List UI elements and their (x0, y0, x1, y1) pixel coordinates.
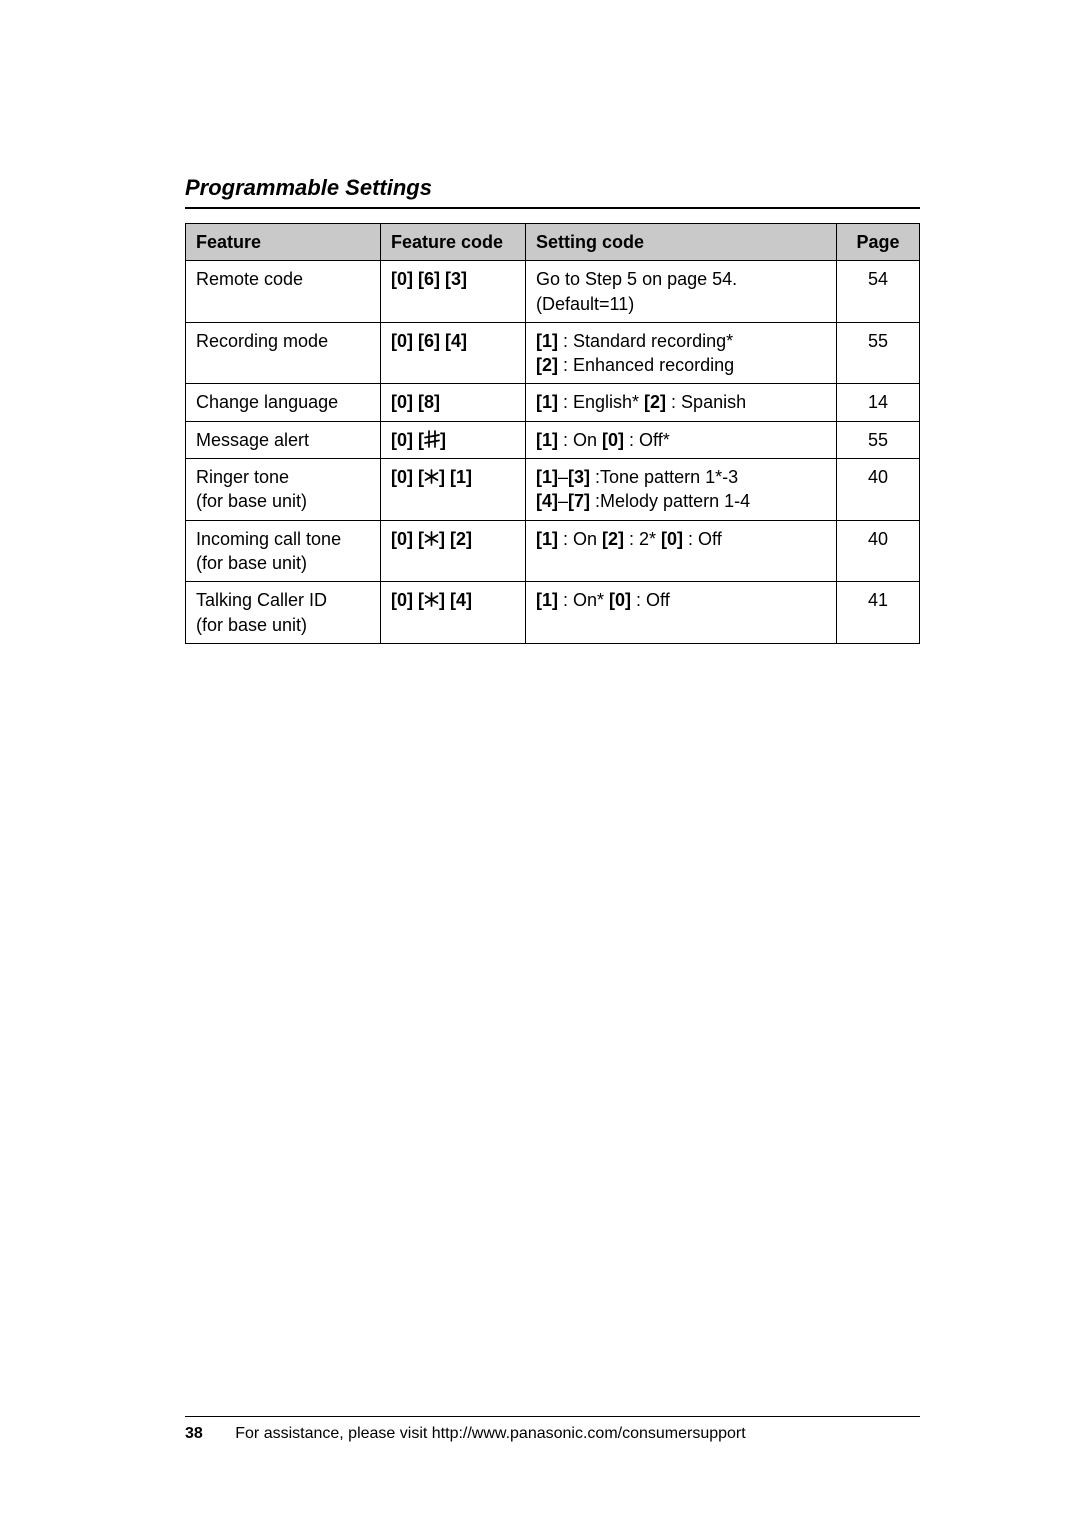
setting-code-cell: [1] : On [0] : Off* (526, 421, 837, 458)
col-page: Page (837, 224, 920, 261)
table-row: Incoming call tone(for base unit)[0] [] … (186, 520, 920, 582)
page: Programmable Settings Feature Feature co… (0, 0, 1080, 1528)
setting-code-cell: [1]–[3] :Tone pattern 1*-3[4]–[7] :Melod… (526, 459, 837, 521)
setting-code-cell: [1] : Standard recording*[2] : Enhanced … (526, 322, 837, 384)
feature-cell: Recording mode (186, 322, 381, 384)
table-row: Change language[0] [8][1] : English* [2]… (186, 384, 920, 421)
table-row: Recording mode[0] [6] [4][1] : Standard … (186, 322, 920, 384)
feature-cell: Remote code (186, 261, 381, 323)
col-feature: Feature (186, 224, 381, 261)
feature-cell: Ringer tone(for base unit) (186, 459, 381, 521)
setting-code-cell: [1] : On [2] : 2* [0] : Off (526, 520, 837, 582)
title-rule (185, 207, 920, 209)
page-cell: 14 (837, 384, 920, 421)
feature-code-cell: [0] [] [2] (381, 520, 526, 582)
table-body: Remote code[0] [6] [3]Go to Step 5 on pa… (186, 261, 920, 644)
page-cell: 41 (837, 582, 920, 644)
settings-table: Feature Feature code Setting code Page R… (185, 223, 920, 644)
page-cell: 55 (837, 421, 920, 458)
feature-cell: Message alert (186, 421, 381, 458)
table-row: Message alert[0] [][1] : On [0] : Off*55 (186, 421, 920, 458)
table-header-row: Feature Feature code Setting code Page (186, 224, 920, 261)
footer-rule (185, 1416, 920, 1417)
section-title: Programmable Settings (185, 175, 920, 201)
page-cell: 40 (837, 520, 920, 582)
col-setting: Setting code (526, 224, 837, 261)
footer-line: 38 For assistance, please visit http://w… (185, 1425, 920, 1443)
table-head: Feature Feature code Setting code Page (186, 224, 920, 261)
feature-code-cell: [0] [8] (381, 384, 526, 421)
page-cell: 55 (837, 322, 920, 384)
feature-cell: Incoming call tone(for base unit) (186, 520, 381, 582)
table-row: Talking Caller ID(for base unit)[0] [] [… (186, 582, 920, 644)
page-cell: 54 (837, 261, 920, 323)
feature-code-cell: [0] [6] [3] (381, 261, 526, 323)
assistance-text: For assistance, please visit http://www.… (235, 1425, 745, 1442)
col-code: Feature code (381, 224, 526, 261)
page-cell: 40 (837, 459, 920, 521)
page-number: 38 (185, 1425, 203, 1442)
page-footer: 38 For assistance, please visit http://w… (185, 1416, 920, 1443)
feature-cell: Talking Caller ID(for base unit) (186, 582, 381, 644)
feature-code-cell: [0] [6] [4] (381, 322, 526, 384)
setting-code-cell: [1] : English* [2] : Spanish (526, 384, 837, 421)
feature-code-cell: [0] [] [4] (381, 582, 526, 644)
setting-code-cell: [1] : On* [0] : Off (526, 582, 837, 644)
table-row: Ringer tone(for base unit)[0] [] [1][1]–… (186, 459, 920, 521)
feature-code-cell: [0] [] (381, 421, 526, 458)
setting-code-cell: Go to Step 5 on page 54.(Default=11) (526, 261, 837, 323)
feature-code-cell: [0] [] [1] (381, 459, 526, 521)
table-row: Remote code[0] [6] [3]Go to Step 5 on pa… (186, 261, 920, 323)
feature-cell: Change language (186, 384, 381, 421)
